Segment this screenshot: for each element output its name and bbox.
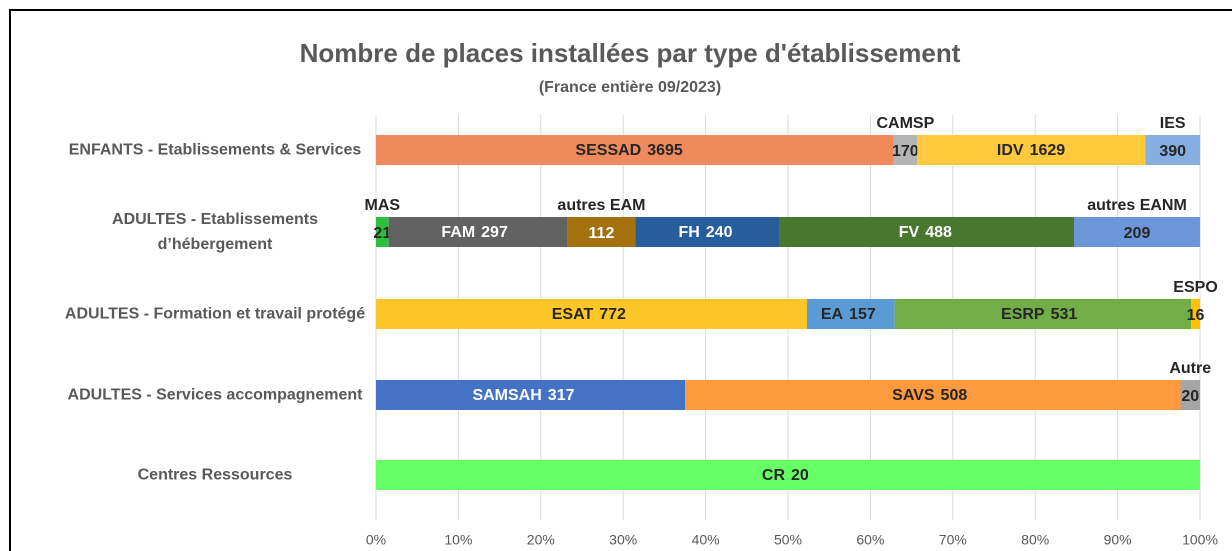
x-tick-label: 40% [692, 532, 720, 548]
segment-name: FAM [441, 224, 475, 241]
bar-segment [376, 217, 389, 247]
segment-value: 240 [706, 224, 733, 241]
bar-segment [779, 217, 1075, 247]
bar-segment [567, 217, 636, 247]
segment-value: 16 [1187, 307, 1205, 324]
bar-segment [917, 135, 1146, 165]
category-label: Centres Ressources [137, 466, 293, 484]
segment-name: Autre [1169, 360, 1211, 377]
x-tick-label: 70% [939, 532, 967, 548]
segment-value: 297 [481, 224, 508, 241]
segment-value: 157 [849, 306, 876, 323]
segment-value: 209 [1124, 225, 1151, 242]
category-label: ENFANTS - Etablissements & Services [68, 141, 362, 159]
bar-segment [376, 299, 807, 329]
bar-segment [376, 135, 894, 165]
category-label: ADULTES - Formation et travail protégé [64, 305, 366, 323]
segment-name: IES [1160, 115, 1186, 132]
segment-name: FV [899, 224, 920, 241]
segment-value: 531 [1051, 306, 1078, 323]
chart-title: Nombre de places installées par type d'é… [300, 38, 961, 68]
bar-segment [1180, 380, 1200, 410]
segment-name: EA [821, 306, 844, 323]
segment-value: 1629 [1030, 142, 1066, 159]
bar-segment [806, 299, 895, 329]
x-tick-label: 100% [1182, 532, 1218, 548]
segment-name: SESSAD [575, 142, 641, 159]
segment-value: 170 [892, 143, 919, 160]
bar-segment [894, 299, 1192, 329]
segment-name: ESPO [1173, 279, 1217, 296]
segment-name: MAS [365, 197, 401, 214]
segment-value: 317 [548, 387, 575, 404]
bar-segment [388, 217, 568, 247]
segment-name: ESAT [552, 306, 594, 323]
category-label: ADULTES - Etablissements d’hébergement [112, 211, 318, 253]
segment-value: 772 [599, 306, 626, 323]
x-tick-label: 20% [527, 532, 555, 548]
segment-value: 20 [1181, 388, 1199, 405]
segment-name: CAMSP [876, 115, 934, 132]
x-tick-label: 0% [366, 532, 386, 548]
bar-segment [1074, 217, 1200, 247]
x-tick-label: 80% [1021, 532, 1049, 548]
segment-name: ESRP [1001, 306, 1045, 323]
x-tick-label: 50% [774, 532, 802, 548]
bar-segment [635, 217, 780, 247]
bar-segment [376, 380, 686, 410]
segment-name: SAMSAH [472, 387, 541, 404]
bar-segment [685, 380, 1181, 410]
segment-value: 20 [791, 467, 809, 484]
bar-segment [1191, 299, 1200, 329]
x-tick-label: 30% [609, 532, 637, 548]
segment-value: 112 [589, 225, 615, 242]
segment-value: 508 [941, 387, 968, 404]
segment-name: autres EANM [1087, 197, 1187, 214]
segment-name: CR [762, 467, 786, 484]
segment-value: 21 [373, 225, 391, 242]
segment-value: 3695 [647, 142, 683, 159]
segment-name: SAVS [892, 387, 935, 404]
bar-segment [893, 135, 918, 165]
chart-subtitle: (France entière 09/2023) [539, 79, 721, 96]
segment-value: 488 [925, 224, 952, 241]
category-label: ADULTES - Services accompagnement [67, 386, 363, 404]
bar-segment [376, 460, 1200, 490]
segment-value: 390 [1159, 143, 1186, 160]
x-tick-label: 10% [444, 532, 472, 548]
segment-name: FH [678, 224, 699, 241]
segment-name: IDV [997, 142, 1024, 159]
segment-name: autres EAM [557, 197, 645, 214]
x-tick-label: 90% [1104, 532, 1132, 548]
x-tick-label: 60% [856, 532, 884, 548]
bar-segment [1145, 135, 1200, 165]
